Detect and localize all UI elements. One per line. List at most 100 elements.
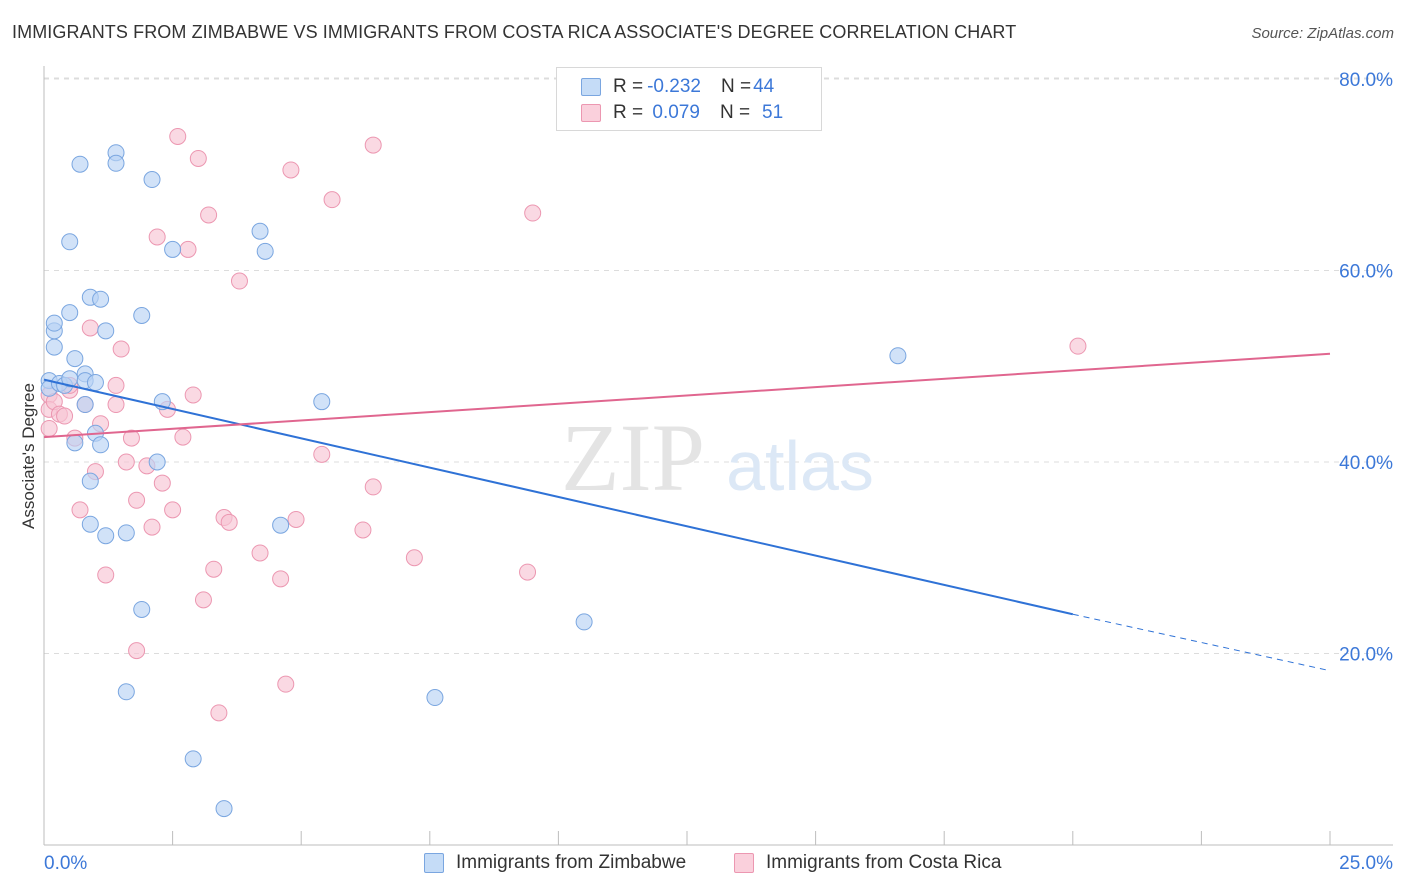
costa-rica-point bbox=[364, 136, 382, 154]
zimbabwe-point bbox=[164, 240, 182, 258]
zimbabwe-point bbox=[45, 338, 63, 356]
costa-rica-point bbox=[194, 591, 212, 609]
zimbabwe-point bbox=[256, 242, 274, 260]
costa-rica-point bbox=[524, 204, 542, 222]
costa-rica-point bbox=[107, 396, 125, 414]
legend-n-value: 51 bbox=[762, 102, 784, 123]
y-tick-label: 40.0% bbox=[1339, 453, 1393, 474]
costa-rica-point bbox=[148, 228, 166, 246]
costa-rica-point bbox=[230, 272, 248, 290]
costa-rica-point bbox=[1069, 337, 1087, 355]
costa-rica-point bbox=[164, 501, 182, 519]
legend-r-label: R = bbox=[613, 76, 644, 97]
y-axis-title: Associate's Degree bbox=[19, 383, 38, 529]
costa-rica-point bbox=[205, 560, 223, 578]
zimbabwe-point bbox=[92, 290, 110, 308]
zimbabwe-point bbox=[66, 434, 84, 452]
costa-rica-point bbox=[117, 453, 135, 471]
legend-n-label: N = bbox=[719, 102, 751, 123]
zimbabwe-point bbox=[184, 750, 202, 768]
zimbabwe-point bbox=[251, 222, 269, 240]
zimbabwe-point bbox=[117, 683, 135, 701]
costa-rica-point bbox=[71, 501, 89, 519]
watermark-atlas-text: atlas bbox=[726, 427, 874, 505]
x-tick-label: 25.0% bbox=[1339, 853, 1393, 874]
costa-rica-point bbox=[40, 419, 58, 437]
costa-rica-point bbox=[122, 429, 140, 447]
zimbabwe-point bbox=[143, 171, 161, 189]
legend-n-value: 44 bbox=[753, 76, 775, 97]
legend-swatch-costa-rica bbox=[581, 104, 601, 122]
legend-n-label: N = bbox=[720, 76, 752, 97]
costa-rica-point bbox=[179, 240, 197, 258]
costa-rica-point bbox=[210, 704, 228, 722]
zimbabwe-point bbox=[313, 393, 331, 411]
zimbabwe-point bbox=[889, 347, 907, 365]
legend-swatch-costa-rica bbox=[734, 853, 754, 873]
costa-rica-trend-line bbox=[43, 352, 1331, 439]
series-legend: Immigrants from Zimbabwe Immigrants from… bbox=[0, 852, 1406, 876]
costa-rica-point bbox=[323, 191, 341, 209]
chart-title: IMMIGRANTS FROM ZIMBABWE VS IMMIGRANTS F… bbox=[12, 22, 1017, 42]
legend-item-costa-rica[interactable]: Immigrants from Costa Rica bbox=[734, 852, 1001, 874]
legend-swatch-zimbabwe bbox=[424, 853, 444, 873]
legend-r-label: R = bbox=[613, 102, 644, 123]
trend-lines bbox=[43, 352, 1331, 672]
zimbabwe-point bbox=[61, 233, 79, 251]
costa-rica-point bbox=[112, 340, 130, 358]
zimbabwe-point bbox=[86, 374, 104, 392]
costa-rica-point bbox=[169, 127, 187, 145]
costa-rica-point bbox=[272, 570, 290, 588]
zimbabwe-point bbox=[117, 524, 135, 542]
costa-rica-point bbox=[128, 642, 146, 660]
costa-rica-point bbox=[128, 491, 146, 509]
zimbabwe-point bbox=[71, 155, 89, 173]
legend-row-zimbabwe: R = -0.232 N = 44 bbox=[581, 75, 774, 99]
costa-rica-point bbox=[282, 161, 300, 179]
data-points bbox=[40, 127, 1087, 818]
legend-label-zimbabwe: Immigrants from Zimbabwe bbox=[456, 852, 687, 873]
costa-rica-point bbox=[364, 478, 382, 496]
zimbabwe-point bbox=[575, 613, 593, 631]
costa-rica-point bbox=[184, 386, 202, 404]
zimbabwe-point bbox=[66, 350, 84, 368]
legend-item-zimbabwe[interactable]: Immigrants from Zimbabwe bbox=[424, 852, 686, 874]
zimbabwe-point bbox=[148, 453, 166, 471]
zimbabwe-point bbox=[133, 307, 151, 325]
costa-rica-point bbox=[251, 544, 269, 562]
y-tick-label: 20.0% bbox=[1339, 645, 1393, 666]
watermark-zip-text: ZIP bbox=[561, 404, 705, 511]
legend-r-value: -0.232 bbox=[647, 76, 701, 97]
costa-rica-point bbox=[153, 474, 171, 492]
x-tick-label: 0.0% bbox=[44, 853, 87, 874]
legend-row-costa-rica: R = 0.079 N = 51 bbox=[581, 101, 783, 125]
zimbabwe-point bbox=[92, 436, 110, 454]
zimbabwe-point bbox=[81, 472, 99, 490]
tick-labels: 20.0% 40.0% 60.0% 80.0% 0.0% 25.0% Associate's… bbox=[19, 70, 1393, 874]
zimbabwe-point bbox=[215, 800, 233, 818]
zimbabwe-trend-line bbox=[43, 378, 1074, 616]
zimbabwe-point bbox=[107, 154, 125, 172]
costa-rica-point bbox=[277, 675, 295, 693]
zimbabwe-point bbox=[426, 689, 444, 707]
zimbabwe-point bbox=[133, 600, 151, 618]
zimbabwe-point bbox=[81, 515, 99, 533]
costa-rica-point bbox=[220, 513, 238, 531]
costa-rica-point bbox=[405, 549, 423, 567]
legend-label-costa-rica: Immigrants from Costa Rica bbox=[766, 852, 1002, 873]
costa-rica-point bbox=[287, 510, 305, 528]
costa-rica-point bbox=[354, 521, 372, 539]
costa-rica-point bbox=[189, 149, 207, 167]
costa-rica-point bbox=[81, 319, 99, 337]
y-tick-label: 60.0% bbox=[1339, 262, 1393, 283]
costa-rica-point bbox=[97, 566, 115, 584]
zimbabwe-trend-extension bbox=[1072, 613, 1331, 672]
zimbabwe-point bbox=[61, 304, 79, 322]
axes bbox=[43, 66, 1393, 846]
zimbabwe-point bbox=[97, 322, 115, 340]
legend-r-value: 0.079 bbox=[647, 102, 700, 123]
costa-rica-point bbox=[56, 407, 74, 425]
grid-lines bbox=[44, 77, 1393, 654]
costa-rica-point bbox=[519, 563, 537, 581]
